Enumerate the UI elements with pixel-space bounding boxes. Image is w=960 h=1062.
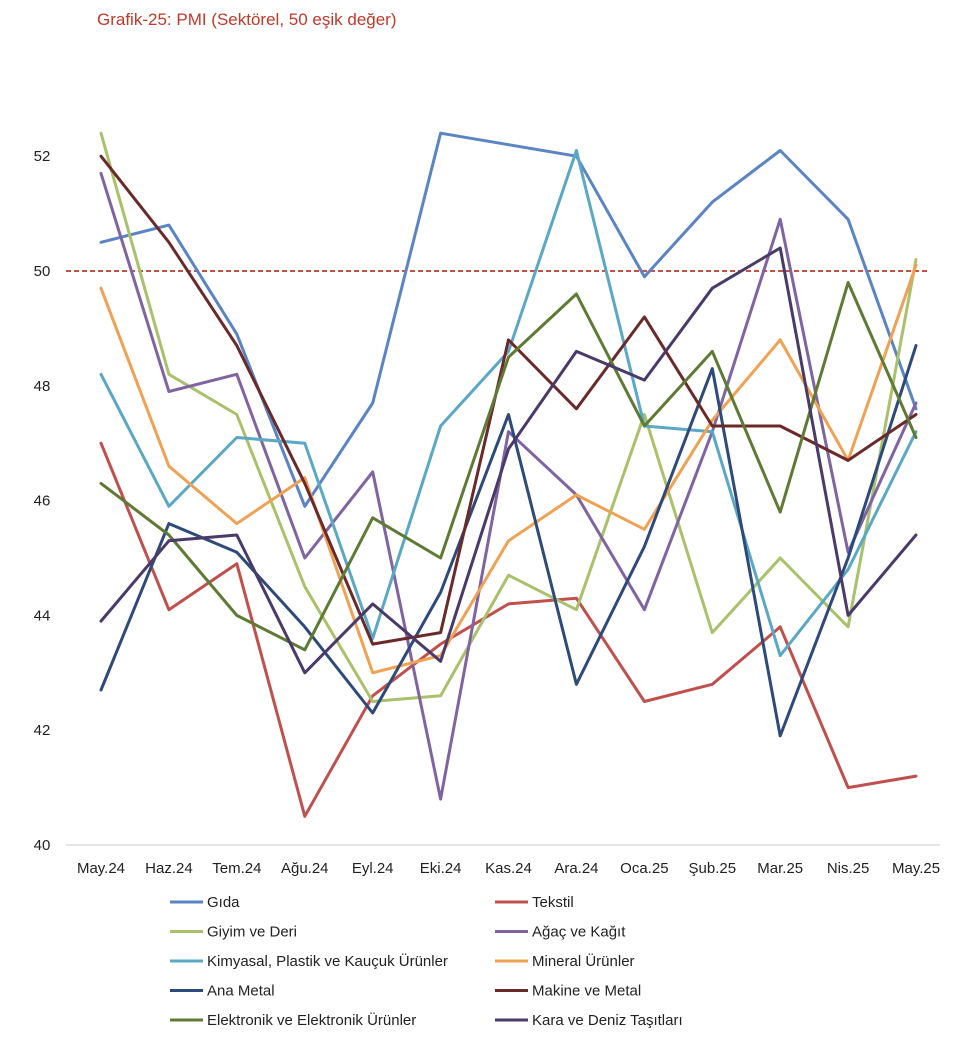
- legend-label-2: Giyim ve Deri: [207, 924, 297, 941]
- y-tick-label: 52: [34, 148, 51, 165]
- series-line-9: [99, 246, 918, 675]
- legend-label-8: Elektronik ve Elektronik Ürünler: [207, 1011, 416, 1029]
- x-tick-label: Ağu.24: [281, 860, 329, 877]
- legend-label-1: Tekstil: [532, 894, 574, 911]
- x-tick-label: Şub.25: [689, 860, 737, 877]
- y-tick-label: 48: [34, 378, 51, 395]
- series-line-2: [99, 131, 918, 703]
- y-tick-label: 42: [34, 722, 51, 739]
- x-axis-ticks: May.24 Haz.24 Tem.24 Ağu.24 Eyl.24 Eki.24 Kas.…: [77, 860, 940, 877]
- legend-label-0: Gıda: [207, 894, 240, 911]
- series-line-6: [99, 344, 918, 738]
- y-tick-label: 40: [34, 837, 51, 854]
- x-tick-label: Kas.24: [485, 860, 532, 877]
- x-tick-label: Tem.24: [212, 860, 261, 877]
- legend-label-6: Ana Metal: [207, 983, 275, 1000]
- legend-label-9: Kara ve Deniz Taşıtları: [532, 1012, 683, 1029]
- series-line-0: [99, 131, 918, 508]
- y-tick-label: 46: [34, 493, 51, 510]
- x-tick-label: Eki.24: [420, 860, 462, 877]
- x-tick-label: Haz.24: [145, 860, 193, 877]
- series-line-3: [99, 171, 918, 801]
- x-tick-label: Ara.24: [554, 860, 598, 877]
- x-tick-label: Eyl.24: [352, 860, 394, 877]
- series-line-5: [99, 263, 918, 675]
- x-tick-label: Oca.25: [620, 860, 668, 877]
- y-tick-label: 50: [34, 263, 51, 280]
- legend-label-5: Mineral Ürünler: [532, 952, 635, 970]
- legend-label-4: Kimyasal, Plastik ve Kauçuk Ürünler: [207, 952, 448, 970]
- legend: Gıda Tekstil Giyim ve Deri Ağaç ve Kağıt Kim…: [170, 894, 683, 1029]
- series-line-8: [99, 281, 918, 652]
- x-tick-label: May.25: [892, 860, 940, 877]
- series-line-4: [99, 149, 918, 658]
- y-tick-label: 44: [34, 607, 51, 624]
- series-lines: [99, 131, 918, 818]
- y-axis-ticks: 40 42 44 46 48 50 52: [34, 148, 51, 854]
- x-tick-label: Nis.25: [827, 860, 870, 877]
- x-tick-label: May.24: [77, 860, 125, 877]
- chart-title: Grafik-25: PMI (Sektörel, 50 eşik değer): [97, 10, 397, 29]
- series-line-7: [99, 154, 918, 646]
- legend-label-7: Makine ve Metal: [532, 983, 641, 1000]
- x-tick-label: Mar.25: [757, 860, 803, 877]
- series-line-1: [99, 441, 918, 818]
- legend-label-3: Ağaç ve Kağıt: [532, 924, 626, 941]
